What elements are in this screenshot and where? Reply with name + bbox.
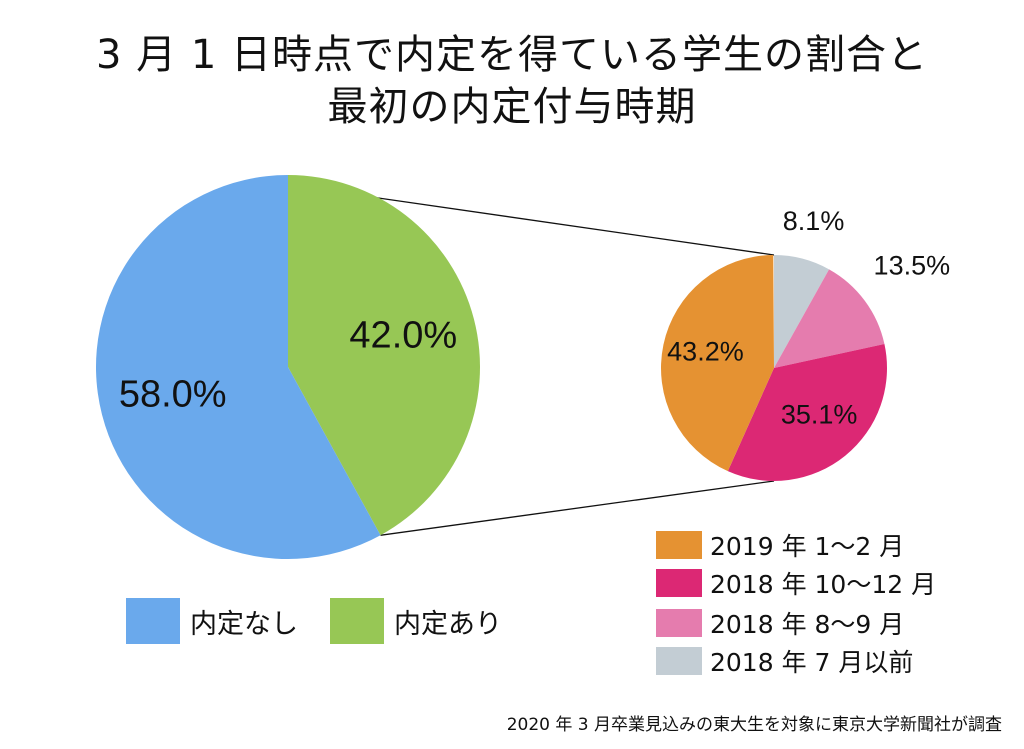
legend-swatch [656, 569, 702, 597]
legend-label: 2018 年 7 月以前 [710, 648, 914, 677]
legend-item-naitei-nashi: 内定なし [126, 598, 298, 644]
legend-label: 2019 年 1〜2 月 [710, 532, 905, 561]
chart-title-line-2: 最初の内定付与時期 [327, 84, 697, 130]
detail-pie-slice-label: 43.2% [667, 337, 744, 367]
pie-slice [288, 175, 481, 536]
detail-pie: 8.1% 13.5% 35.1% 43.2% [661, 206, 950, 481]
detail-pie-slice-label: 35.1% [781, 399, 858, 429]
chart-title-line-1: 3 月 1 日時点で内定を得ている学生の割合と [95, 32, 929, 78]
legend-item-2019-1-2: 2019 年 1〜2 月 [656, 530, 905, 561]
legend-swatch [656, 609, 702, 637]
legend-item-2018-10-12: 2018 年 10〜12 月 [656, 568, 937, 599]
detail-pie-slice [661, 255, 774, 472]
legend-swatch [656, 531, 702, 559]
legend-swatch [656, 647, 702, 675]
legend-label: 内定あり [394, 608, 502, 640]
legend-item-2018-8-9: 2018 年 8〜9 月 [656, 608, 905, 639]
legend-label: 内定なし [190, 608, 298, 640]
detail-pie-slice [774, 269, 885, 368]
detail-pie-slice-label: 8.1% [783, 206, 845, 236]
legend-label: 2018 年 10〜12 月 [710, 570, 937, 599]
legend-swatch [330, 598, 384, 644]
pie-slice-label: 58.0% [119, 374, 227, 416]
legend-item-naitei-ari: 内定あり [330, 598, 502, 644]
source-note: 2020 年 3 月卒業見込みの東大生を対象に東京大学新聞社が調査 [506, 715, 1002, 735]
pie-slice [96, 175, 381, 559]
legend-label: 2018 年 8〜9 月 [710, 610, 905, 639]
detail-pie-slice [774, 255, 830, 368]
main-pie: 42.0% 58.0% [96, 175, 481, 559]
detail-pie-slice [727, 344, 887, 481]
connector-line-bottom [380, 480, 775, 536]
detail-pie-slice-label: 13.5% [874, 250, 951, 280]
legend-swatch [126, 598, 180, 644]
pie-slice-label: 42.0% [349, 314, 457, 356]
legend-item-2018-7-before: 2018 年 7 月以前 [656, 646, 914, 677]
